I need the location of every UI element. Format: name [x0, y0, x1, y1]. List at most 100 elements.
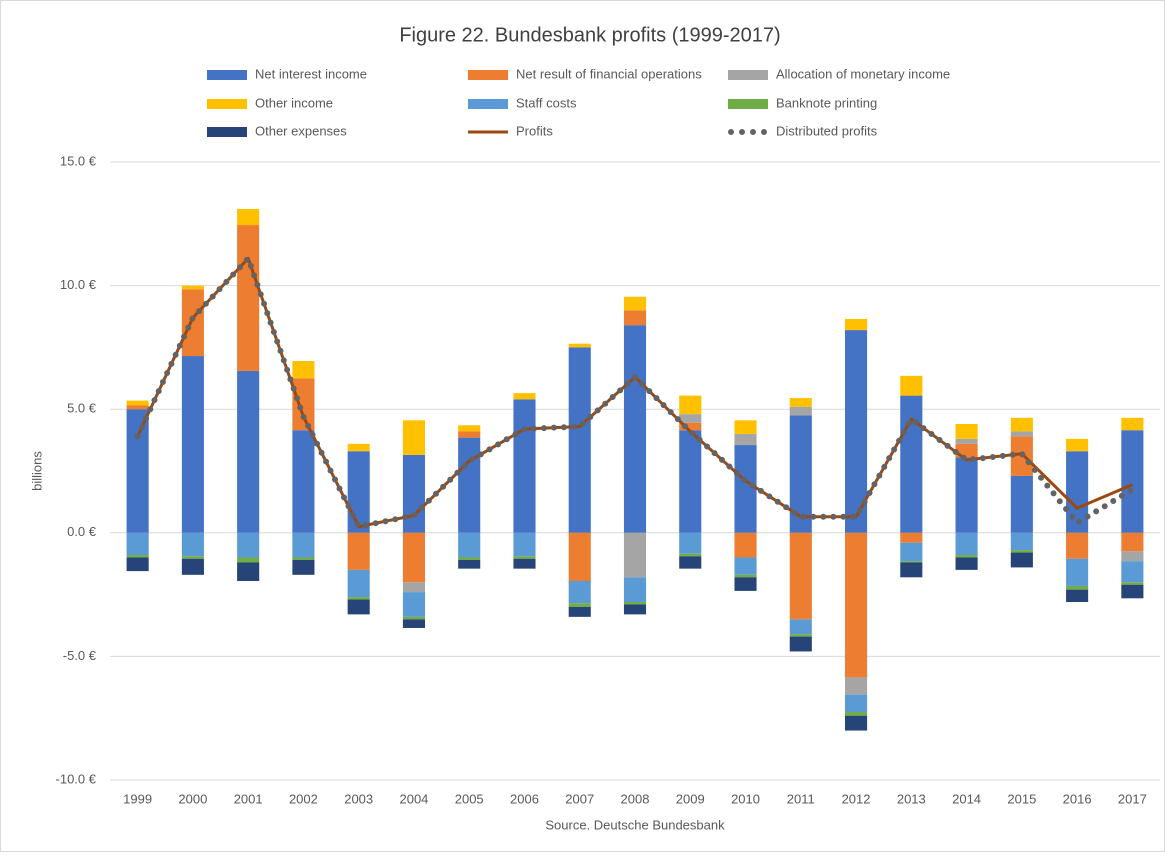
bar	[458, 532, 481, 558]
bar	[292, 378, 315, 431]
bar	[292, 360, 315, 379]
bar	[1010, 532, 1033, 551]
legend-swatch	[207, 70, 247, 80]
legend-label: Banknote printing	[776, 95, 877, 110]
x-tick-label: 2012	[842, 791, 871, 806]
bar	[126, 532, 149, 556]
bar	[347, 597, 370, 600]
bar	[181, 289, 204, 357]
bar	[513, 556, 536, 559]
bar	[513, 532, 536, 557]
bar	[568, 606, 591, 617]
bar	[1066, 451, 1089, 533]
bar	[1121, 430, 1144, 533]
bar	[955, 457, 978, 533]
bar	[1121, 561, 1144, 583]
bar	[126, 400, 149, 406]
x-tick-label: 2004	[399, 791, 428, 806]
bar	[734, 433, 757, 446]
x-tick-label: 2008	[621, 791, 650, 806]
bar	[734, 574, 757, 578]
bar	[1066, 532, 1089, 559]
legend-swatch	[468, 99, 508, 109]
y-tick-label: 5.0 €	[67, 401, 97, 416]
bar	[181, 558, 204, 575]
bar	[789, 398, 812, 407]
y-tick-label: 15.0 €	[60, 153, 97, 168]
bar	[237, 370, 260, 533]
bar	[181, 556, 204, 559]
y-tick-label: 10.0 €	[60, 277, 97, 292]
bar	[955, 555, 978, 558]
y-tick-label: -5.0 €	[63, 648, 97, 663]
bar	[679, 556, 702, 569]
bar	[347, 599, 370, 615]
bar	[845, 694, 868, 713]
legend-label: Net interest income	[255, 66, 367, 81]
bar	[1066, 438, 1089, 452]
legend-swatch	[207, 127, 247, 137]
bar	[402, 532, 425, 583]
bar	[181, 285, 204, 290]
bar	[402, 454, 425, 533]
bar	[845, 318, 868, 331]
bar	[679, 553, 702, 557]
y-tick-label: 0.0 €	[67, 524, 97, 539]
legend-label: Other expenses	[255, 123, 347, 138]
bar	[1010, 431, 1033, 437]
bar	[458, 559, 481, 569]
bar	[402, 582, 425, 593]
bar	[679, 532, 702, 554]
chart-title: Figure 22. Bundesbank profits (1999-2017…	[399, 24, 780, 46]
bar	[402, 616, 425, 620]
x-tick-label: 2001	[234, 791, 263, 806]
bar	[1121, 582, 1144, 585]
dotted-line	[134, 252, 1136, 530]
bar	[845, 712, 868, 716]
bar	[568, 532, 591, 582]
legend-swatch	[728, 70, 768, 80]
bar	[845, 330, 868, 533]
x-tick-label: 2015	[1007, 791, 1036, 806]
x-tick-label: 2016	[1063, 791, 1092, 806]
legend-label: Staff costs	[516, 95, 577, 110]
bar	[623, 602, 647, 605]
bar	[845, 715, 868, 731]
bar	[900, 562, 923, 578]
x-tick-label: 2017	[1118, 791, 1147, 806]
bar	[734, 577, 757, 591]
bar	[623, 604, 647, 615]
bar	[458, 557, 481, 560]
bar	[237, 208, 260, 226]
bar	[513, 399, 536, 533]
x-tick-label: 2003	[344, 791, 373, 806]
bar	[789, 532, 812, 620]
bar	[1066, 558, 1089, 586]
bar	[402, 420, 425, 455]
bar	[845, 677, 868, 695]
bar	[237, 562, 260, 582]
bar	[1010, 552, 1033, 568]
bar	[568, 581, 591, 604]
bar	[845, 532, 868, 678]
bar	[402, 619, 425, 628]
bar	[1121, 551, 1144, 562]
x-tick-label: 2013	[897, 791, 926, 806]
bar	[1121, 532, 1144, 552]
bar	[679, 430, 702, 533]
bar	[126, 405, 149, 410]
bar	[623, 532, 647, 578]
bar	[900, 532, 923, 543]
bar	[347, 569, 370, 598]
bar	[126, 555, 149, 558]
bar	[568, 603, 591, 607]
bar	[292, 557, 315, 560]
bar	[292, 559, 315, 575]
x-tick-label: 2007	[565, 791, 594, 806]
bar	[734, 420, 757, 434]
bar	[679, 395, 702, 415]
bar	[789, 406, 812, 416]
legend-label: Allocation of monetary income	[776, 66, 950, 81]
legend-label: Distributed profits	[776, 123, 878, 138]
